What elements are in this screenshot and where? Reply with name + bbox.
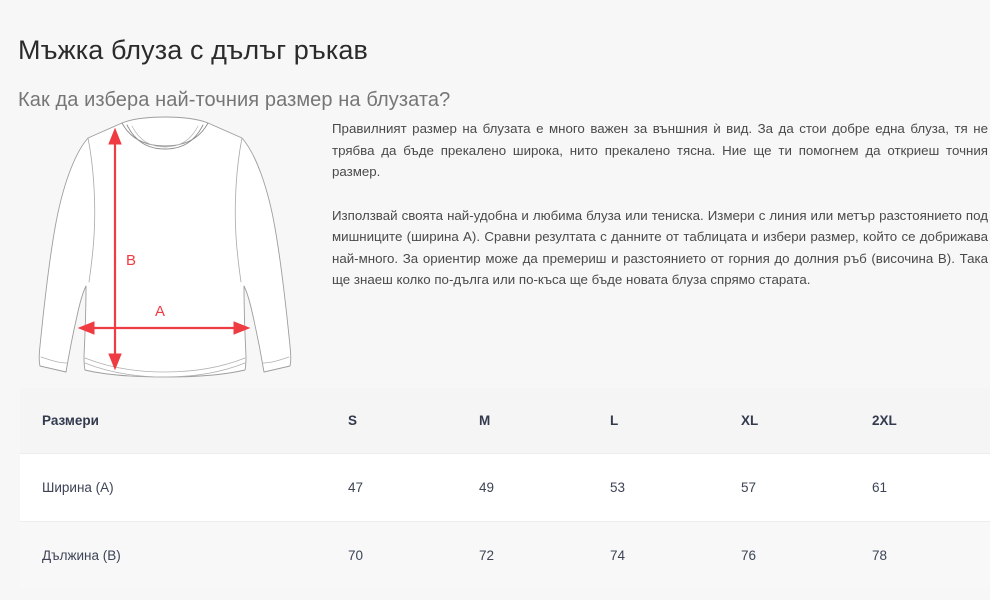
paragraph-2: Използвай своята най-удобна и любима блу… <box>332 207 988 288</box>
table-header-row: Размери S M L XL 2XL <box>20 388 990 454</box>
cell-width-s: 47 <box>348 453 479 522</box>
hem-lines-icon <box>84 357 246 378</box>
header-cell-s: S <box>348 388 479 454</box>
header-cell-measure: Размери <box>20 388 348 454</box>
cuff-lines-icon <box>40 356 290 364</box>
header-cell-l: L <box>610 388 741 454</box>
measurement-label-width: A <box>155 303 165 320</box>
cell-length-2xl: 78 <box>872 521 990 589</box>
cell-width-l: 53 <box>610 453 741 522</box>
page-title: Мъжка блуза с дълъг ръкав <box>18 35 368 66</box>
seam-lines-icon <box>87 137 243 283</box>
cell-length-m: 72 <box>479 521 610 589</box>
cell-width-m: 49 <box>479 453 610 522</box>
shirt-outline-icon <box>38 116 292 378</box>
measurement-label-height: B <box>126 252 136 269</box>
size-chart-body: Ширина (A) 47 49 53 57 61 Дължина (B) 70… <box>20 453 990 589</box>
table-row: Дължина (B) 70 72 74 76 78 <box>20 521 990 589</box>
header-cell-xl: XL <box>741 388 872 454</box>
measurement-arrow-width <box>77 321 251 335</box>
header-cell-m: M <box>479 388 610 454</box>
row-label-width: Ширина (A) <box>20 453 348 522</box>
cell-length-xl: 76 <box>741 521 872 589</box>
table-row: Ширина (A) 47 49 53 57 61 <box>20 453 990 522</box>
shirt-measurement-illustration: A B <box>10 110 320 380</box>
cell-length-l: 74 <box>610 521 741 589</box>
measurement-arrow-height <box>108 127 122 371</box>
cell-width-xl: 57 <box>741 453 872 522</box>
description-copy: Правилният размер на блузата е много важ… <box>332 118 988 291</box>
size-chart-table: Размери S M L XL 2XL Ширина (A) 47 49 53… <box>20 388 990 589</box>
collar-icon <box>121 122 209 150</box>
cell-width-2xl: 61 <box>872 453 990 522</box>
size-chart-header: Размери S M L XL 2XL <box>20 388 990 454</box>
row-label-length: Дължина (B) <box>20 521 348 589</box>
page-subtitle: Как да избера най-точния размер на блуза… <box>18 88 451 111</box>
cell-length-s: 70 <box>348 521 479 589</box>
paragraph-1: Правилният размер на блузата е много важ… <box>332 121 988 179</box>
header-cell-2xl: 2XL <box>872 388 990 454</box>
